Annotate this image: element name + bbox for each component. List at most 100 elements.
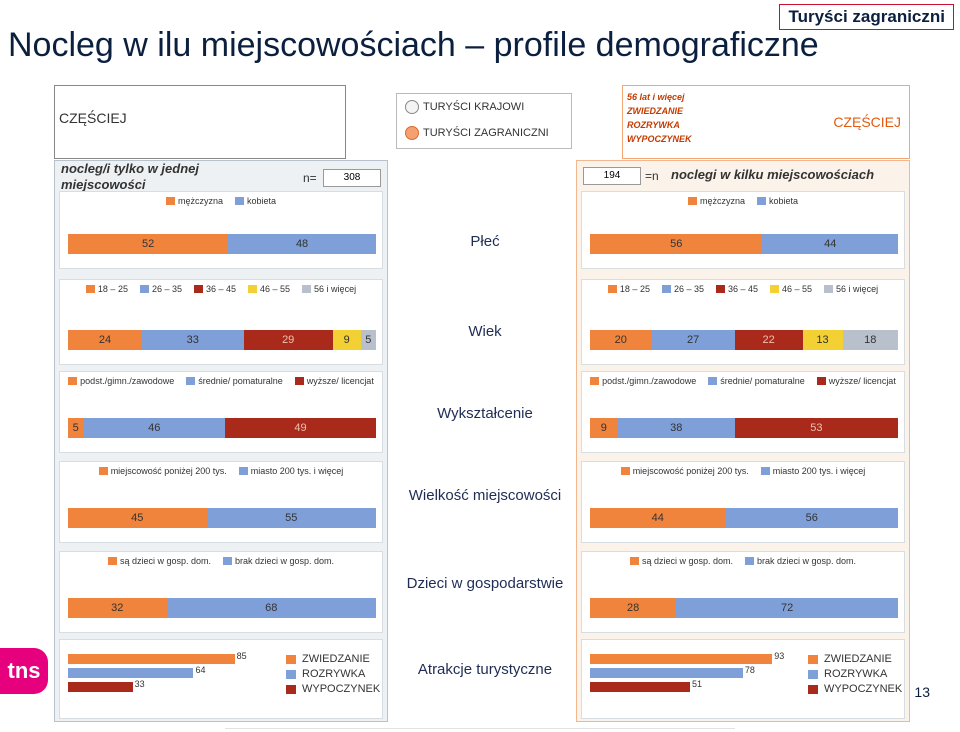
bar-segment: 38 [617,418,735,438]
chart-panel-right-1: 18 – 25 26 – 35 36 – 45 46 – 55 56 i więcej 2… [581,279,905,365]
legend-label: są dzieci w gosp. dom. [119,556,211,566]
legend-swatch [286,684,296,694]
legend-label: miasto 200 tys. i więcej [772,466,866,476]
legend-item: 36 – 45 [715,284,758,294]
legend-label: WYPOCZYNEK [824,683,903,695]
legend-item: są dzieci w gosp. dom. [107,556,211,566]
legend-swatch [620,467,630,475]
legend-swatch [607,285,617,293]
legend-left-0: mężczyzna kobieta [60,196,382,206]
legend-right-0: mężczyzna kobieta [582,196,904,206]
legend-label: średnie/ pomaturalne [198,376,283,386]
tourist-type-selector: TURYŚCI KRAJOWI TURYŚCI ZAGRANICZNI [396,93,572,149]
legend-label: 56 i więcej [314,284,357,294]
bar-segment: 9 [590,418,618,438]
left-column-title: nocleg/i tylko w jednej miejscowości [61,161,199,192]
radio-foreign-icon[interactable] [405,126,419,140]
legend-label: średnie/ pomaturalne [720,376,805,386]
czesciej-box-left: CZĘŚCIEJ [54,85,346,159]
legend-left-2: podst./gimn./zawodowe średnie/ pomaturaln… [60,376,382,386]
radio-option-foreign[interactable]: TURYŚCI ZAGRANICZNI [405,126,549,140]
legend-item: 56 i więcej [824,284,878,294]
bar-segment: 5 [68,418,84,438]
legend-item: mężczyzna [687,196,745,206]
bar-segment: 49 [225,418,376,438]
attraction-value: 51 [691,679,702,689]
legend-swatch [816,377,826,385]
legend-item: średnie/ pomaturalne [186,376,283,386]
stacked-bar-left-1: 24 33 29 9 5 [68,330,376,350]
target-line-entertainment: ROZRYWKA [627,120,680,130]
legend-right-3: miejscowość poniżej 200 tys. miasto 200 t… [582,466,904,476]
bar-segment: 5 [360,330,376,350]
legend-item: 46 – 55 [770,284,812,294]
legend-swatch [68,377,78,385]
attraction-value: 64 [195,665,206,675]
legend-item: 56 i więcej [302,284,356,294]
bar-segment: 20 [590,330,652,350]
chart-panel-left-5: 85 64 33 ZWIEDZANIE ROZRYWKA WYPOCZYNEK [59,639,383,719]
legend-label: ROZRYWKA [302,668,366,680]
legend-label: 46 – 55 [260,284,291,294]
legend-swatch [824,285,834,293]
bar-segment: 18 [842,330,898,350]
legend-left-3: miejscowość poniżej 200 tys. miasto 200 t… [60,466,382,476]
attraction-bar [590,682,690,692]
legend-item: brak dzieci w gosp. dom. [745,556,856,566]
legend-swatch [808,654,818,664]
legend-swatch [629,557,639,565]
legend-item: ROZRYWKA [286,667,380,682]
radio-domestic-label: TURYŚCI KRAJOWI [423,101,525,113]
legend-label: 18 – 25 [97,284,128,294]
legend-swatch [193,285,203,293]
bar-segment: 52 [68,234,229,254]
attraction-bar [590,668,743,678]
target-profile-box: 56 lat i więcej ZWIEDZANIE ROZRYWKA WYPO… [622,85,910,159]
category-label: Atrakcje turystyczne [417,661,553,678]
legend-swatch [756,197,766,205]
stacked-bar-right-2: 9 38 53 [590,418,898,438]
legend-label: 56 i więcej [836,284,879,294]
radio-option-domestic[interactable]: TURYŚCI KRAJOWI [405,100,524,114]
right-profile-column: 194 =n noclegi w kilku miejscowościach m… [576,160,910,722]
attraction-value: 78 [744,665,755,675]
czesciej-label-right: CZĘŚCIEJ [833,114,901,130]
category-label: Płeć [470,233,500,250]
attraction-legend-right: ZWIEDZANIE ROZRYWKA WYPOCZYNEK [808,652,902,697]
legend-label: 36 – 45 [205,284,237,294]
legend-swatch [302,285,312,293]
bar-segment: 13 [802,330,843,350]
footer-divider [225,728,735,729]
legend-swatch [808,669,818,679]
legend-item: WYPOCZYNEK [286,682,380,697]
legend-swatch [661,285,671,293]
attraction-bar [68,668,194,678]
legend-swatch [165,197,175,205]
bar-segment: 44 [590,508,726,528]
bar-segment: 27 [651,330,735,350]
page-title: Nocleg w ilu miejscowościach – profile d… [8,26,819,64]
category-label: Wielkość miejscowości [408,487,562,504]
target-line-leisure: WYPOCZYNEK [627,134,692,144]
czesciej-label-left: CZĘŚCIEJ [59,110,127,126]
legend-item: brak dzieci w gosp. dom. [223,556,334,566]
legend-label: są dzieci w gosp. dom. [641,556,733,566]
legend-swatch [745,557,754,565]
legend-label: wyższe/ licencjat [828,376,896,386]
radio-domestic-icon[interactable] [405,100,419,114]
chart-panel-left-1: 18 – 25 26 – 35 36 – 45 46 – 55 56 i więcej 2… [59,279,383,365]
bar-segment: 55 [206,508,376,528]
legend-item: ROZRYWKA [808,667,902,682]
bar-segment: 72 [676,598,898,618]
legend-item: 26 – 35 [661,284,704,294]
legend-swatch [687,197,697,205]
legend-label: 46 – 55 [782,284,813,294]
legend-right-4: są dzieci w gosp. dom. brak dzieci w gosp… [582,556,904,566]
left-n-label: n= [303,171,317,185]
stacked-bar-left-2: 5 46 49 [68,418,376,438]
legend-label: 26 – 35 [151,284,182,294]
bar-segment: 45 [68,508,207,528]
legend-item: miejscowość poniżej 200 tys. [620,466,749,476]
legend-item: średnie/ pomaturalne [708,376,805,386]
legend-label: wyższe/ licencjat [306,376,374,386]
